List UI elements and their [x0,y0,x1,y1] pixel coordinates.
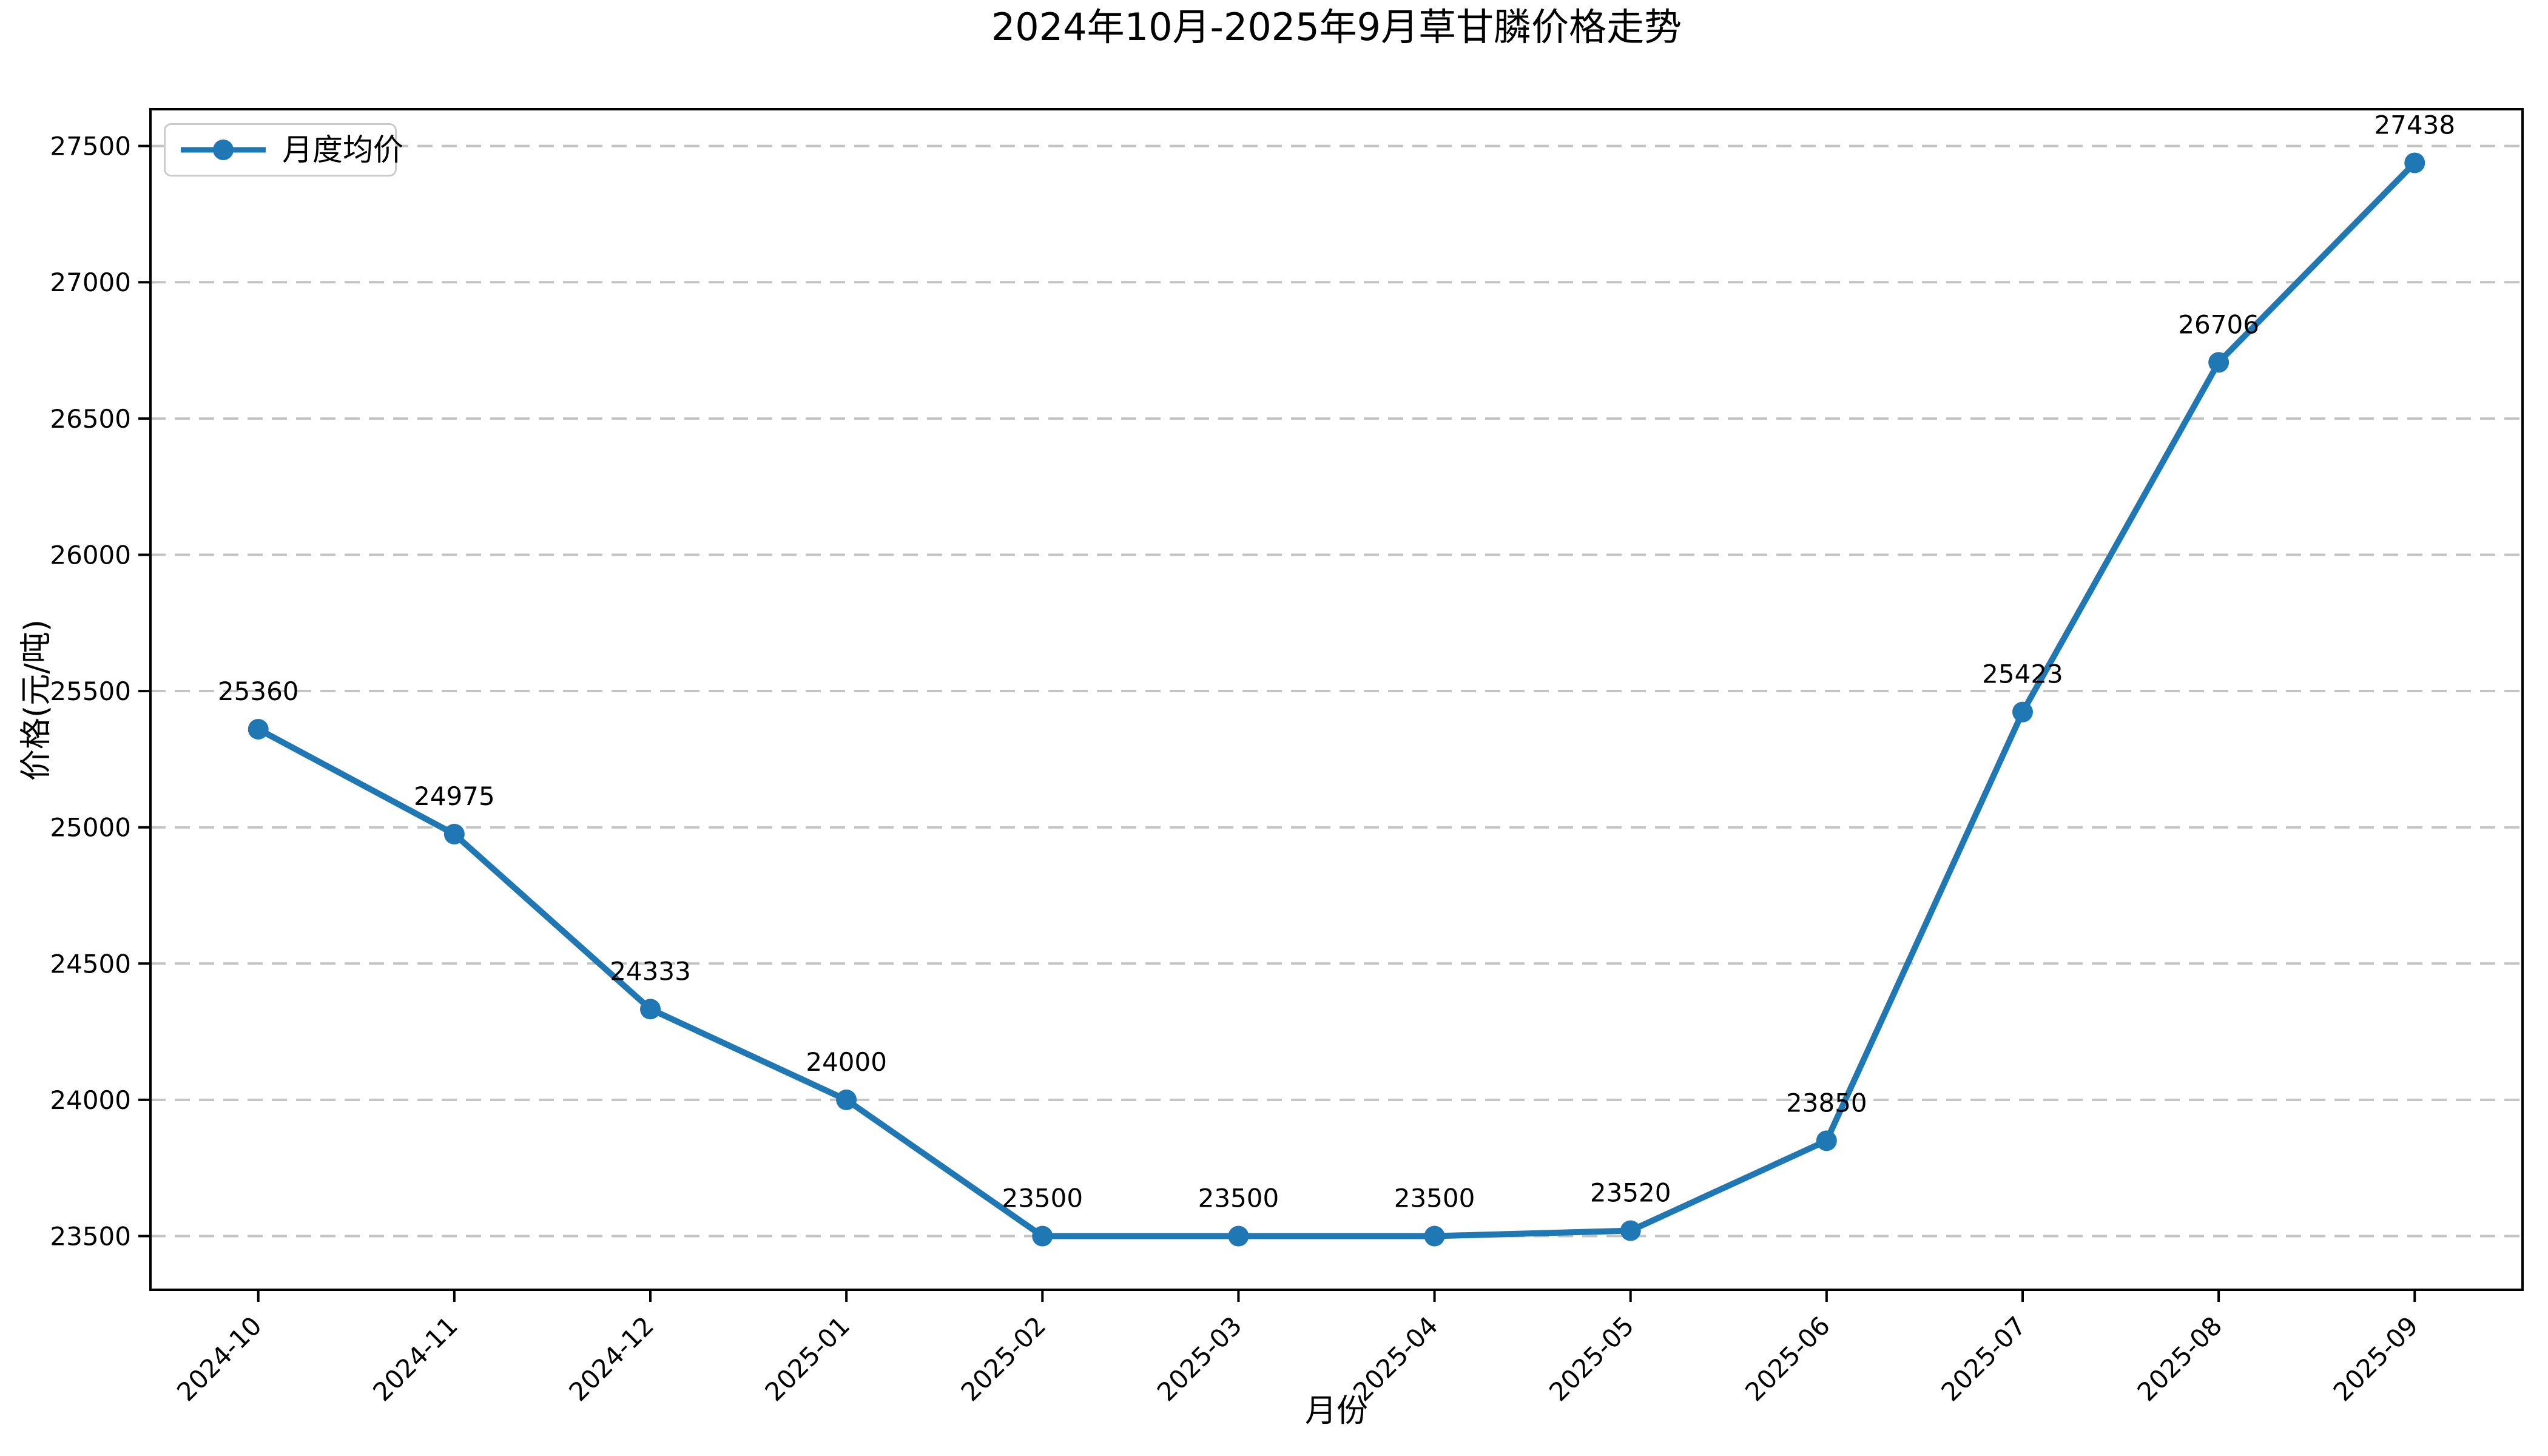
point-value-label: 23500 [1198,1184,1279,1213]
data-point-marker [1620,1220,1641,1241]
y-tick-label: 25500 [50,676,131,706]
y-tick-label: 25000 [50,813,131,843]
point-value-label: 24000 [806,1047,887,1077]
x-tick-label: 2025-05 [1543,1310,1640,1407]
data-point-marker [836,1089,857,1110]
point-value-label: 24975 [414,781,495,811]
x-tick-label: 2025-08 [2131,1310,2228,1407]
x-tick-label: 2025-06 [1739,1310,1836,1407]
point-value-label: 25423 [1982,659,2063,689]
x-tick-label: 2025-09 [2328,1310,2424,1407]
x-tick-label: 2025-04 [1347,1310,1444,1407]
x-tick-label: 2024-10 [171,1310,268,1407]
legend-marker-icon [213,140,234,160]
data-point-marker [1032,1225,1053,1247]
point-value-label: 23500 [1002,1184,1083,1213]
x-tick-label: 2025-01 [759,1310,855,1407]
data-point-marker [1424,1225,1445,1247]
point-value-label: 24333 [610,956,691,986]
data-point-marker [2208,352,2230,373]
data-point-marker [640,999,661,1020]
point-value-label: 26706 [2178,309,2259,339]
x-tick-label: 2024-12 [563,1310,659,1407]
point-value-label: 27438 [2374,110,2455,140]
y-tick-label: 23500 [50,1222,131,1252]
data-point-marker [248,718,269,740]
x-tick-label: 2025-07 [1935,1310,2032,1407]
data-point-marker [443,823,465,844]
plot-border [149,108,2524,1291]
chart-title: 2024年10月-2025年9月草甘膦价格走势 [991,5,1682,49]
point-value-label: 23500 [1394,1184,1475,1213]
legend-line-marker-icon [181,140,266,160]
data-point-marker [2404,152,2425,174]
point-value-label: 23520 [1590,1178,1671,1208]
data-point-marker [1816,1130,1837,1151]
y-tick-label: 26000 [50,540,131,570]
x-tick-label: 2025-02 [956,1310,1052,1407]
y-tick-label: 26500 [50,404,131,434]
x-tick-label: 2024-11 [367,1310,463,1407]
y-tick-label: 27500 [50,132,131,161]
data-point-marker [2012,701,2033,723]
y-tick-label: 27000 [50,268,131,297]
y-tick-label: 24000 [50,1085,131,1115]
point-value-label: 23850 [1786,1088,1867,1117]
data-point-marker [1228,1225,1249,1247]
legend: 月度均价 [164,123,403,177]
price-line [255,160,2418,1239]
x-tick-label: 2025-03 [1151,1310,1248,1407]
point-value-label: 25360 [218,676,299,706]
legend-label: 月度均价 [282,132,403,167]
y-tick-label: 24500 [50,949,131,979]
x-axis-label: 月份 [1304,1393,1368,1429]
